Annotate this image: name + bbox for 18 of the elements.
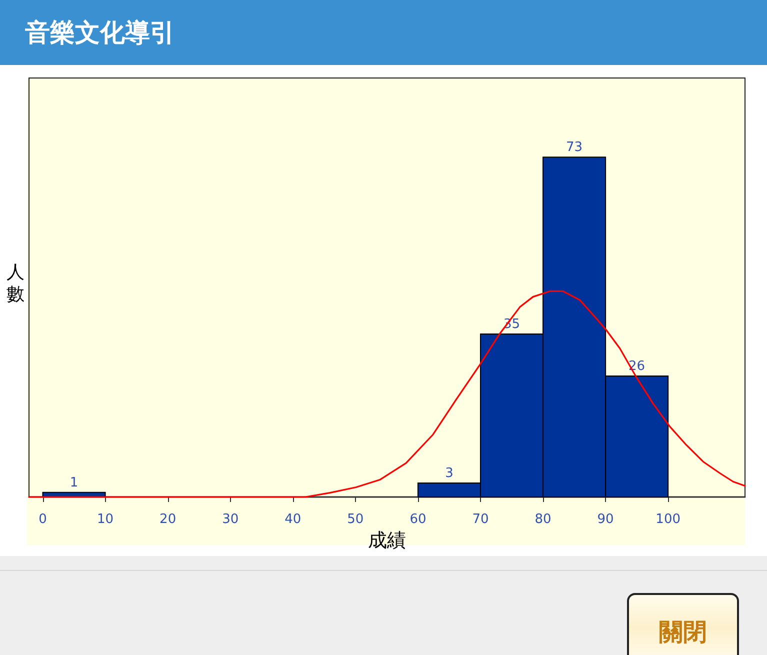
x-tick-label: 60 [410,512,426,527]
x-tick-label: 70 [472,512,489,527]
x-tick-label: 0 [38,512,47,527]
x-tick-label: 40 [284,512,302,527]
close-button[interactable]: 關閉 [627,593,739,655]
data-label: 3 [445,466,454,482]
x-tick-label: 30 [222,512,239,527]
x-tick-label: 100 [656,512,680,527]
chart-title: 音樂文化導引 [25,17,175,49]
x-tick-label: 50 [347,512,364,527]
x-axis-title: 成績 [368,529,406,552]
data-label: 1 [70,475,78,490]
x-tick-label: 90 [597,512,614,527]
x-tick-label: 80 [534,512,552,527]
x-tick-label: 20 [160,512,176,527]
x-tick-label: 10 [97,512,114,527]
y-axis-title: 人數 [6,262,25,306]
data-label: 73 [566,140,583,156]
